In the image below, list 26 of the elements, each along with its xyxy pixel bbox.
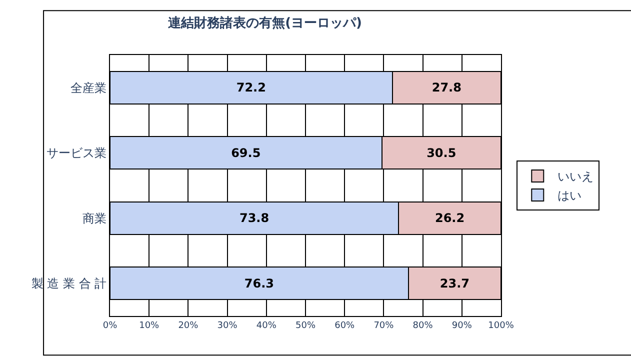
x-tick-label: 90% xyxy=(452,320,472,331)
x-tick-label: 30% xyxy=(217,320,238,331)
x-tick-label: 10% xyxy=(139,320,160,331)
y-tick-label: サービス業 xyxy=(46,146,107,160)
data-label: 27.8 xyxy=(432,80,462,95)
x-tick-label: 50% xyxy=(295,320,316,331)
y-tick-label: 製 造 業 合 計 xyxy=(31,276,107,291)
x-tick-label: 80% xyxy=(412,320,434,331)
x-tick-label: 40% xyxy=(256,320,277,331)
x-tick-label: 100% xyxy=(488,320,514,331)
data-label: 69.5 xyxy=(231,146,261,160)
data-label: 72.2 xyxy=(236,80,266,95)
x-tick-label: 70% xyxy=(374,320,394,331)
chart-title: 連結財務諸表の有無(ヨーロッパ) xyxy=(167,15,362,32)
x-tick-label: 20% xyxy=(178,320,199,331)
y-tick-label: 商業 xyxy=(82,211,107,226)
data-label: 76.3 xyxy=(244,276,274,290)
x-tick-label: 60% xyxy=(334,320,356,331)
data-label: 26.2 xyxy=(434,211,465,226)
y-tick-label: 全産業 xyxy=(70,80,107,95)
data-label: 30.5 xyxy=(426,146,456,160)
legend-label: いいえ xyxy=(558,170,594,184)
x-tick-label: 0% xyxy=(102,320,118,331)
data-label: 73.8 xyxy=(239,211,270,226)
data-label: 23.7 xyxy=(440,276,470,290)
legend-label: はい xyxy=(558,188,582,203)
